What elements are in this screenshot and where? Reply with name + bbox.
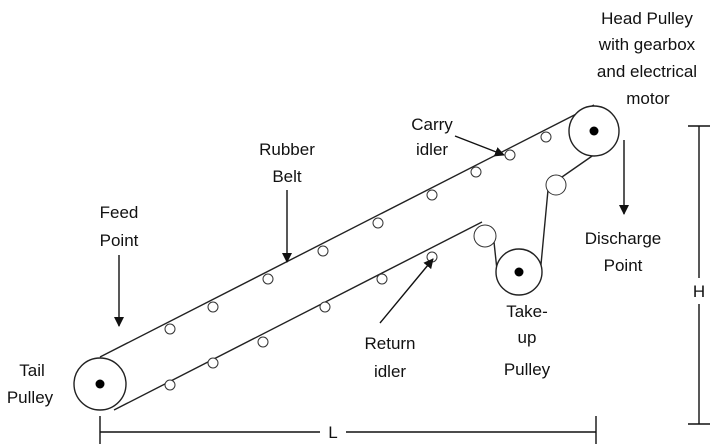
carry-idler-icon	[470, 166, 482, 178]
carry-belt-line	[99, 104, 595, 358]
take-up-pulley-icon	[495, 248, 543, 296]
tail-pulley-label-line: Pulley	[7, 388, 54, 407]
rubber-belt-label-line: Rubber	[259, 140, 315, 159]
carry-idler-icon	[262, 273, 274, 285]
return-idler-label-line: Return	[364, 334, 415, 353]
feed-point-label: Feed Point	[100, 203, 139, 250]
carry-idler-icon	[504, 149, 516, 161]
head-pulley-label-line: Head Pulley	[601, 9, 693, 28]
carry-idler-icon	[426, 189, 438, 201]
head-pulley-label-line: with gearbox	[598, 35, 696, 54]
feed-point-label-line: Feed	[100, 203, 139, 222]
height-label: H	[693, 282, 705, 301]
return-idler-icon	[319, 301, 331, 313]
rubber-belt-label-line: Belt	[272, 167, 302, 186]
return-idler-icon	[207, 357, 219, 369]
feed-point-label-line: Point	[100, 231, 139, 250]
head-pulley-label: Head Pulley with gearbox and electrical …	[597, 9, 697, 108]
return-idler-label: Return idler	[364, 334, 415, 381]
length-dimension	[99, 416, 597, 444]
tail-pulley-label: Tail Pulley	[7, 361, 54, 407]
bend-to-takeup-belt	[539, 189, 549, 276]
carry-idler-arrow	[454, 135, 505, 157]
take-up-pulley-label-line: Pulley	[504, 360, 551, 379]
carry-idler-label-line: Carry	[411, 115, 453, 134]
carry-idler-icon	[372, 217, 384, 229]
carry-idler-icon	[207, 301, 219, 313]
carry-idlers	[164, 131, 552, 335]
carry-idler-icon	[164, 323, 176, 335]
return-idler-icon	[257, 336, 269, 348]
tail-pulley-label-line: Tail	[19, 361, 45, 380]
head-pulley-icon	[568, 105, 620, 157]
head-pulley-label-line: and electrical	[597, 62, 697, 81]
return-idler-arrow	[379, 258, 434, 324]
return-idler-label-line: idler	[374, 362, 406, 381]
discharge-point-label: Discharge Point	[585, 229, 662, 275]
carry-idler-icon	[317, 245, 329, 257]
bend-idler-icon	[545, 174, 567, 196]
return-idler-icon	[376, 273, 388, 285]
take-up-pulley-label: Take- up Pulley	[504, 302, 551, 379]
carry-idler-icon	[540, 131, 552, 143]
take-up-pulley-label-line: up	[518, 328, 537, 347]
take-up-pulley-label-line: Take-	[506, 302, 548, 321]
length-label: L	[328, 423, 337, 442]
return-idler-icon	[164, 379, 176, 391]
return-belt-line	[113, 221, 483, 411]
tail-pulley-icon	[73, 357, 127, 411]
discharge-point-label-line: Discharge	[585, 229, 662, 248]
snub-pulley-icon	[473, 224, 497, 248]
height-dimension	[688, 125, 710, 425]
carry-idler-label-line: idler	[416, 140, 448, 159]
carry-idler-label: Carry idler	[411, 115, 453, 159]
rubber-belt-label: Rubber Belt	[259, 140, 315, 186]
head-pulley-label-line: motor	[626, 89, 670, 108]
discharge-point-label-line: Point	[604, 256, 643, 275]
